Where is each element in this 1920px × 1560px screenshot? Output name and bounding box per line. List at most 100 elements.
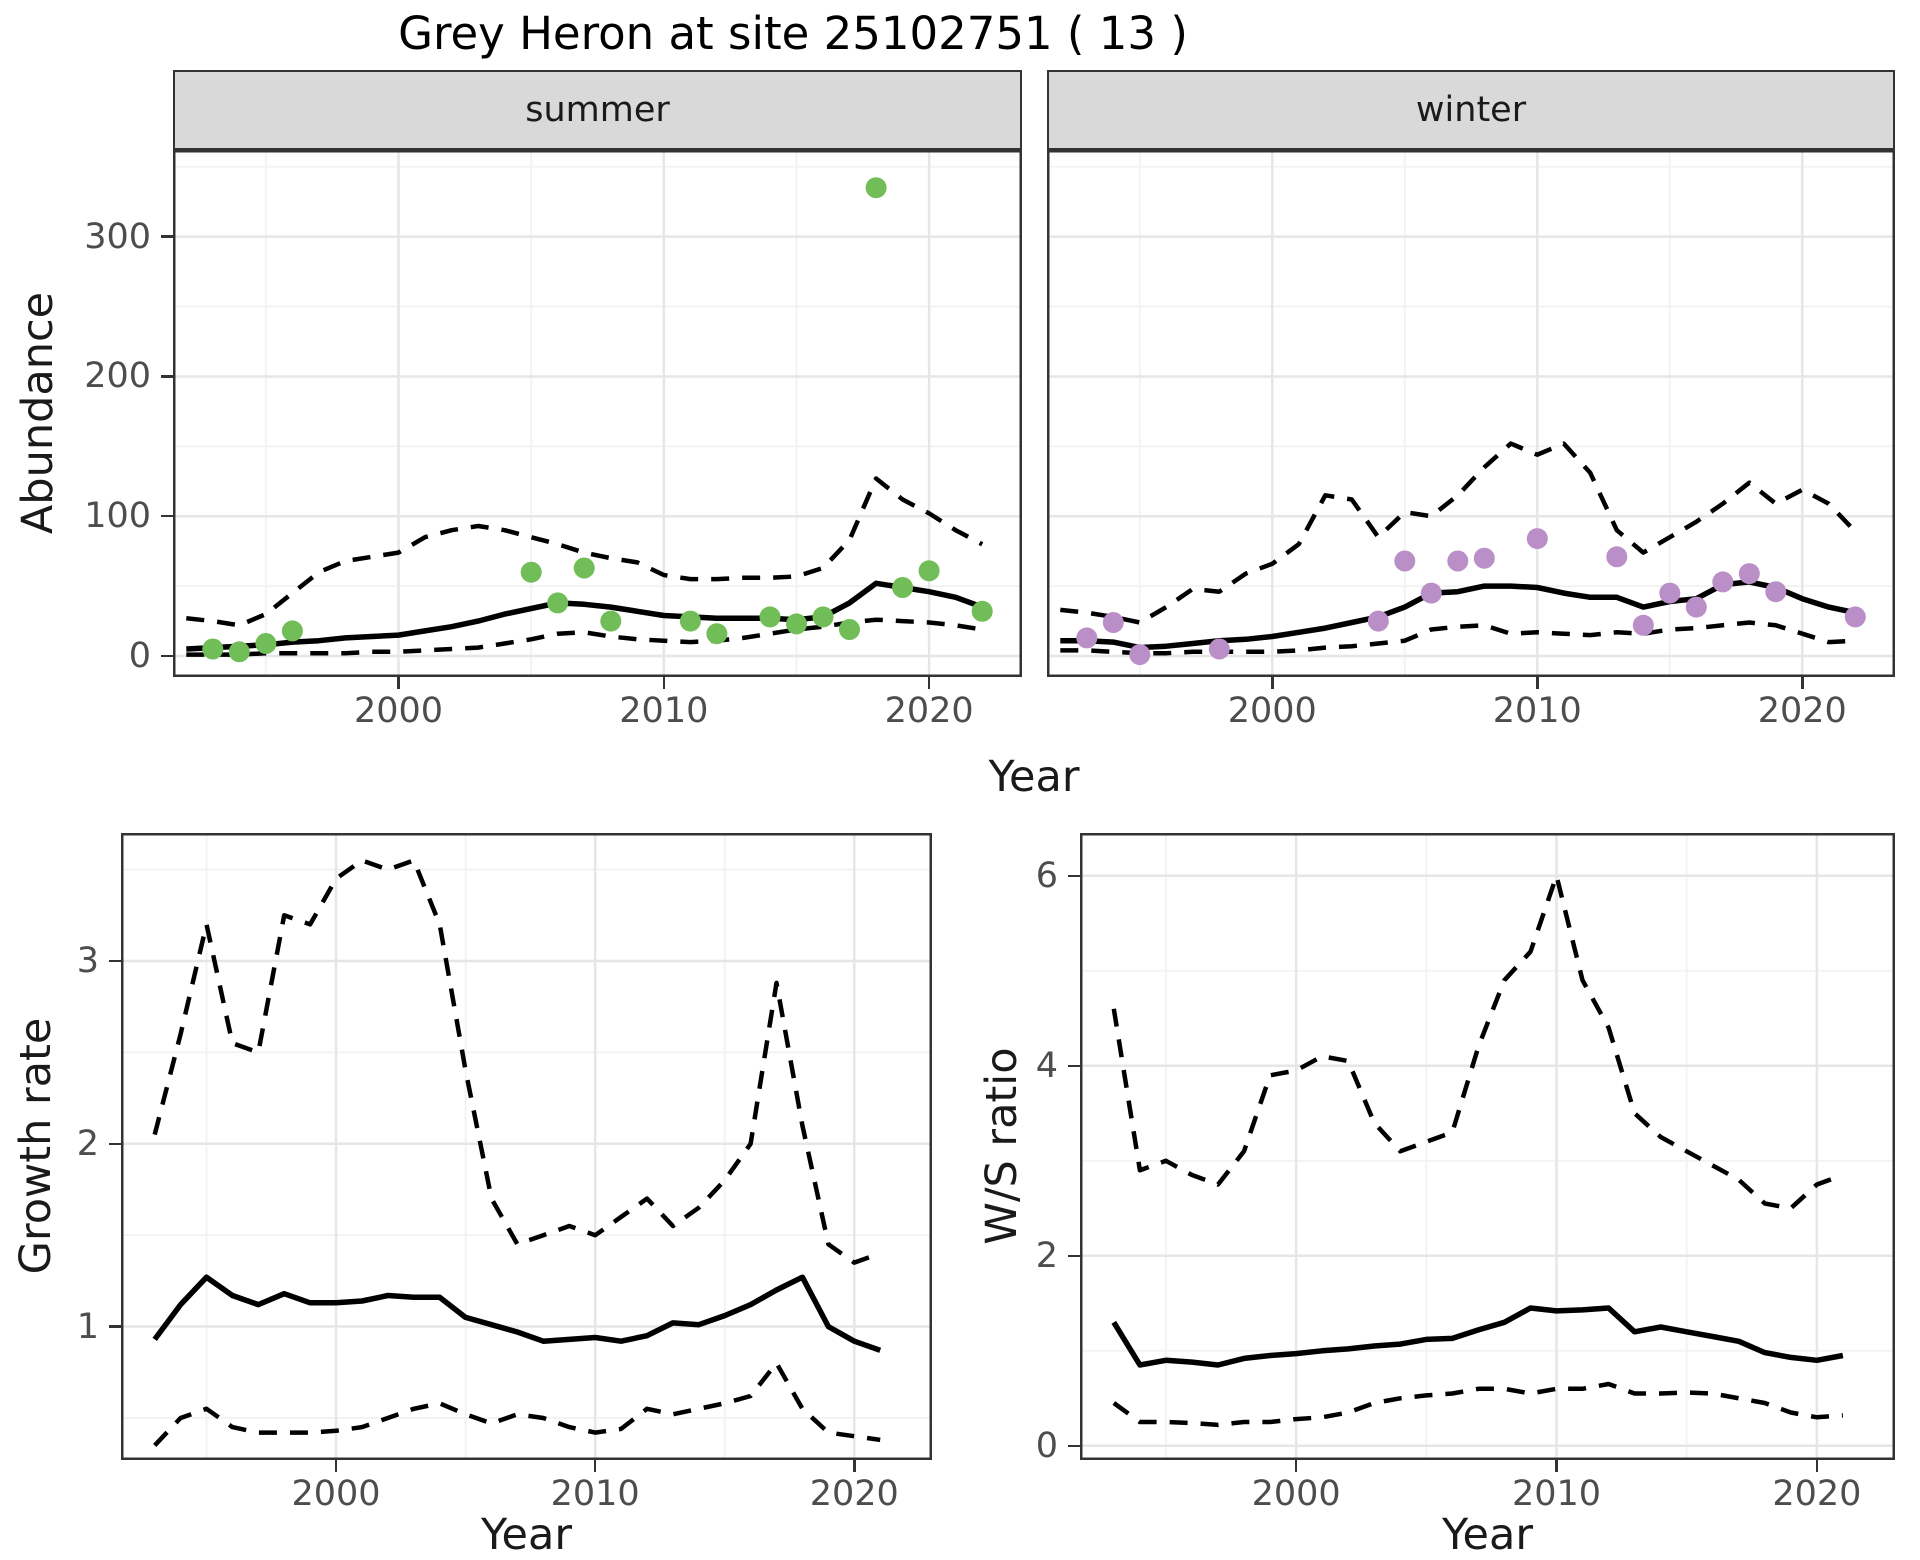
data-point-summer [786, 613, 807, 635]
x-axis-label-year-growth: Year [480, 1510, 573, 1560]
y-tick-mark [1068, 1444, 1080, 1447]
x-tick-label: 2000 [291, 1474, 381, 1514]
x-tick-label: 2020 [809, 1474, 899, 1514]
data-point-winter [1632, 614, 1654, 636]
x-tick-mark [1801, 677, 1804, 689]
panel-abundance-summer [173, 150, 1022, 677]
x-tick-label: 2010 [1511, 1474, 1602, 1514]
data-point-summer [228, 641, 250, 663]
data-point-summer [281, 620, 303, 642]
data-point-winter [1102, 612, 1124, 633]
x-tick-mark [927, 677, 931, 689]
x-tick-mark [593, 1460, 597, 1472]
x-tick-label: 2000 [1251, 1474, 1341, 1514]
x-tick-label: 2020 [884, 691, 974, 731]
series-trend [186, 580, 984, 652]
y-tick-label: 100 [84, 496, 151, 537]
x-tick-mark [334, 1460, 338, 1472]
x-axis-label-year-top: Year [988, 752, 1080, 802]
y-tick-mark [109, 1142, 121, 1145]
data-point-summer [918, 560, 940, 582]
x-tick-label: 2020 [1772, 1474, 1862, 1514]
y-tick-mark [109, 959, 121, 963]
series-median [152, 1274, 882, 1353]
data-point-summer [547, 592, 569, 614]
series-lower_ci [186, 617, 983, 657]
y-tick-mark [1068, 874, 1080, 877]
x-tick-mark [397, 677, 400, 689]
x-tick-label: 2020 [1757, 691, 1847, 731]
data-point-summer [706, 623, 728, 645]
data-point-summer [255, 633, 277, 654]
x-tick-mark [1555, 1460, 1558, 1472]
facet-label-summer: summer [525, 90, 670, 130]
series-lower_ci [1060, 620, 1856, 656]
panel-border [1080, 833, 1895, 1460]
series-upper_ci [1111, 873, 1844, 1211]
panel-border [1047, 150, 1895, 677]
x-tick-mark [1294, 1460, 1298, 1472]
x-tick-label: 2000 [353, 691, 444, 731]
x-tick-label: 2010 [619, 691, 709, 731]
y-tick-label: 200 [84, 356, 151, 397]
y-tick-mark [161, 654, 173, 658]
y-tick-mark [1068, 1064, 1080, 1067]
y-tick-mark [161, 514, 173, 518]
series-trend [1060, 579, 1856, 651]
panel-border [121, 833, 932, 1460]
x-axis-label-year-ws: Year [1441, 1510, 1534, 1560]
series-lower_ci [153, 1360, 881, 1447]
y-tick-label: 3 [76, 940, 99, 981]
data-point-summer [600, 610, 622, 632]
data-point-winter [1394, 550, 1416, 572]
data-point-winter [1420, 582, 1442, 604]
y-tick-label: 4 [1035, 1045, 1058, 1086]
panel-abundance-winter [1047, 150, 1895, 677]
facet-strip-winter: winter [1047, 70, 1895, 150]
data-point-summer [573, 557, 595, 579]
x-tick-mark [662, 677, 666, 689]
x-tick-mark [1536, 677, 1539, 689]
data-point-winter [1738, 563, 1760, 585]
y-tick-mark [1068, 1254, 1080, 1257]
x-tick-mark [1815, 1460, 1819, 1472]
y-tick-mark [161, 375, 173, 378]
data-point-summer [812, 606, 834, 628]
data-point-winter [1208, 638, 1230, 660]
y-tick-label: 2 [1035, 1235, 1058, 1276]
data-point-summer [971, 600, 993, 622]
data-point-summer [202, 638, 224, 660]
data-point-summer [865, 177, 887, 199]
y-tick-label: 6 [1035, 855, 1058, 896]
series-upper_ci [1060, 441, 1857, 625]
x-tick-mark [853, 1460, 856, 1472]
data-point-summer [892, 577, 914, 598]
data-point-winter [1076, 627, 1098, 649]
y-tick-label: 0 [1035, 1425, 1058, 1466]
data-point-winter [1659, 582, 1681, 604]
y-tick-label: 1 [76, 1306, 99, 1347]
data-point-summer [679, 610, 701, 632]
y-tick-label: 2 [76, 1123, 99, 1164]
data-point-summer [520, 561, 542, 583]
data-point-winter [1606, 546, 1628, 568]
y-tick-label: 0 [128, 636, 151, 677]
panel-ws-ratio [1080, 833, 1895, 1460]
data-point-winter [1129, 644, 1151, 666]
data-point-summer [759, 606, 781, 628]
data-point-winter [1526, 528, 1548, 550]
series-median [1111, 1305, 1844, 1368]
x-tick-mark [1271, 677, 1274, 689]
x-tick-label: 2010 [550, 1474, 640, 1514]
data-point-winter [1685, 596, 1707, 618]
data-point-winter [1447, 550, 1469, 572]
data-point-winter [1844, 606, 1866, 628]
data-point-winter [1765, 581, 1787, 603]
x-tick-label: 2000 [1227, 691, 1317, 731]
data-point-summer [839, 619, 860, 640]
y-tick-label: 300 [84, 216, 151, 257]
facet-label-winter: winter [1415, 90, 1527, 130]
y-tick-mark [109, 1325, 121, 1328]
series-upper_ci [152, 858, 881, 1265]
